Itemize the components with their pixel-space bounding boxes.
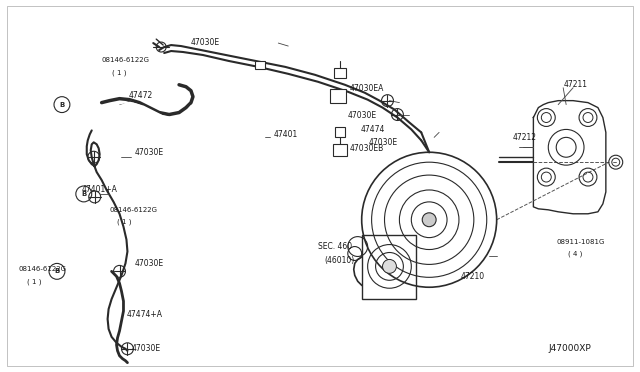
Text: 47030E: 47030E [134,148,164,157]
Text: 47030EA: 47030EA [350,84,384,93]
Text: 08146-6122G: 08146-6122G [19,266,67,272]
Text: 47030EB: 47030EB [350,144,384,153]
Text: 08146-6122G: 08146-6122G [102,57,150,63]
FancyBboxPatch shape [334,68,346,78]
Text: B: B [60,102,65,108]
FancyBboxPatch shape [255,61,266,69]
Text: 47211: 47211 [563,80,587,89]
Text: 47401+A: 47401+A [82,186,118,195]
Text: (46010): (46010) [324,256,354,265]
FancyBboxPatch shape [335,128,345,137]
Circle shape [422,213,436,227]
Text: 47030E: 47030E [369,138,397,147]
Text: 47030E: 47030E [131,344,161,353]
Text: 47030E: 47030E [348,111,377,120]
Text: 47474+A: 47474+A [127,310,163,318]
Text: 47030E: 47030E [191,38,220,46]
Text: 47210: 47210 [461,272,485,281]
Text: B: B [81,191,86,197]
Text: ( 1 ): ( 1 ) [28,278,42,285]
Text: 47474: 47474 [361,125,385,134]
Text: 08146-6122G: 08146-6122G [109,207,157,213]
Text: 47401: 47401 [273,130,298,139]
Text: 08911-1081G: 08911-1081G [556,238,605,244]
Text: ( 4 ): ( 4 ) [568,250,582,257]
Text: 47212: 47212 [513,133,536,142]
Circle shape [383,259,396,273]
Text: ( 1 ): ( 1 ) [116,218,131,225]
Text: 47030E: 47030E [134,259,164,268]
Polygon shape [533,101,606,214]
FancyBboxPatch shape [333,144,347,156]
Text: J47000XP: J47000XP [548,344,591,353]
FancyBboxPatch shape [330,89,346,103]
Text: ( 1 ): ( 1 ) [111,70,126,76]
Text: 47472: 47472 [129,91,153,100]
Text: SEC. 460: SEC. 460 [318,242,352,251]
Text: B: B [54,268,60,275]
FancyBboxPatch shape [362,235,416,299]
